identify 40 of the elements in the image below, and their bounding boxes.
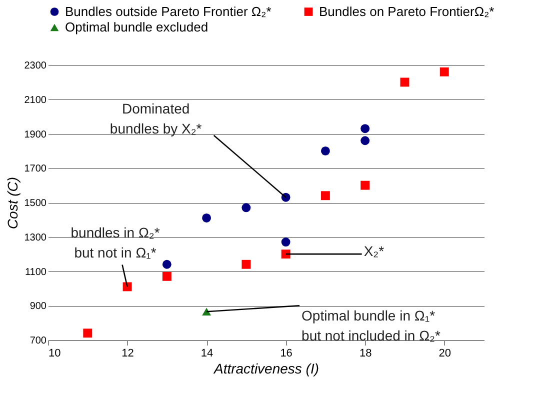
x-tick-label: 16 xyxy=(280,348,292,360)
point xyxy=(202,308,212,316)
point xyxy=(320,146,330,156)
legend-label: Bundles outside Pareto Frontier Ω₂* xyxy=(65,4,272,19)
y-tick-label: 2100 xyxy=(24,94,47,106)
legend-label: Optimal bundle excluded xyxy=(65,20,208,34)
annotation: Optimal bundle in Ω₁* but not included in Ω₂* xyxy=(302,308,441,344)
x-axis-title: Attractiveness (I) xyxy=(212,360,320,376)
point xyxy=(360,124,370,134)
x-tick-label: 18 xyxy=(359,348,372,360)
annotation: Dominated bundles by X₂* xyxy=(110,100,202,136)
point xyxy=(360,136,370,146)
point xyxy=(320,191,330,200)
point xyxy=(281,250,290,259)
point xyxy=(440,67,449,76)
y-tick-label: 700 xyxy=(30,336,47,346)
x-tick-label: 14 xyxy=(200,348,214,360)
point xyxy=(162,272,172,281)
point xyxy=(83,328,92,338)
y-tick-label: 1900 xyxy=(24,129,47,140)
y-tick-label: 1100 xyxy=(24,266,47,278)
point xyxy=(242,203,251,212)
y-tick-label: 2300 xyxy=(24,60,47,72)
point xyxy=(400,78,410,87)
y-tick-label: 1700 xyxy=(24,164,47,175)
point xyxy=(162,260,172,269)
annotation: X₂* xyxy=(364,243,385,260)
point xyxy=(242,260,251,269)
annotation: bundles in Ω₂* but not in Ω₁* xyxy=(70,224,160,261)
point xyxy=(281,238,290,246)
y-tick-label: 900 xyxy=(30,301,47,312)
x-tick-label: 12 xyxy=(122,348,134,360)
x-tick-label: 10 xyxy=(48,348,61,360)
legend-label: Bundles on Pareto FrontierΩ₂* xyxy=(319,4,494,19)
x-tick-label: 20 xyxy=(438,348,451,360)
point xyxy=(360,180,370,190)
y-tick-label: 1300 xyxy=(24,232,47,244)
point xyxy=(202,214,212,222)
y-tick-label: 1500 xyxy=(24,198,47,209)
y-axis-title: Cost (C) xyxy=(4,176,20,230)
